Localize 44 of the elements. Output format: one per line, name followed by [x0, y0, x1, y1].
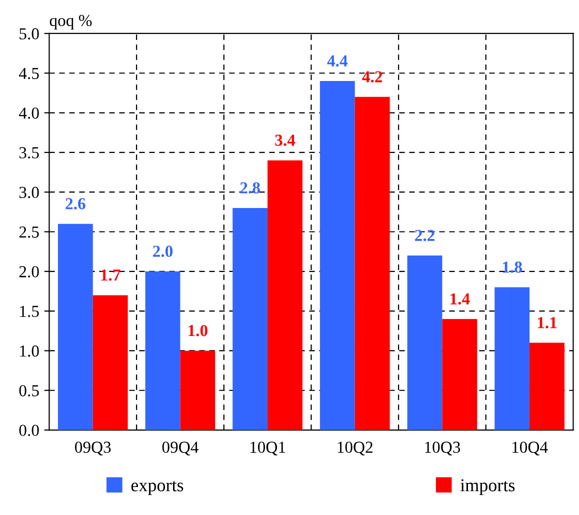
bar — [494, 287, 530, 430]
y-tick-label: 1.0 — [20, 345, 39, 357]
data-label: 4.2 — [362, 71, 382, 82]
data-label: 4.4 — [327, 55, 348, 67]
y-tick-label: 5.0 — [20, 28, 39, 40]
data-label: 2.0 — [153, 246, 173, 257]
y-tick-label: 4.0 — [18, 107, 39, 119]
data-label: 2.8 — [240, 182, 260, 194]
x-tick-label: 09Q3 — [75, 442, 111, 456]
x-tick-label: 10Q4 — [512, 442, 548, 456]
y-tick-label: 0.5 — [19, 385, 39, 396]
y-tick-label: 3.0 — [19, 186, 39, 198]
data-label: 1.0 — [188, 324, 208, 336]
bar — [58, 224, 93, 430]
y-tick-label: 1.5 — [20, 306, 39, 318]
legend-label: exports — [131, 481, 184, 496]
bar — [442, 318, 478, 430]
x-tick-label: 09Q4 — [162, 442, 198, 456]
bar — [320, 81, 355, 430]
x-tick-label: 10Q3 — [425, 442, 460, 456]
data-label: 3.4 — [275, 134, 296, 146]
bar — [268, 160, 302, 430]
y-axis-title: qoq % — [50, 14, 92, 30]
y-tick-label: 0.0 — [19, 424, 39, 436]
data-label: 1.4 — [450, 293, 470, 305]
y-tick-label: 3.5 — [19, 147, 39, 158]
data-label: 1.1 — [538, 317, 557, 328]
y-tick-label: 2.0 — [19, 266, 39, 278]
bar — [530, 342, 564, 430]
bar — [92, 295, 128, 430]
y-tick-label: 4.5 — [18, 68, 39, 80]
data-label: 2.6 — [66, 198, 86, 210]
bar — [180, 350, 216, 430]
legend-label: imports — [460, 479, 515, 496]
bar — [407, 256, 442, 430]
bar — [354, 96, 390, 430]
data-label: 1.8 — [502, 262, 522, 273]
y-tick-label: 2.5 — [19, 226, 39, 238]
x-tick-label: 10Q1 — [250, 442, 286, 456]
bar — [145, 271, 180, 430]
bar — [232, 208, 268, 430]
data-label: 1.7 — [101, 270, 120, 281]
x-tick-label: 10Q2 — [338, 442, 372, 456]
data-label: 2.2 — [415, 230, 434, 242]
